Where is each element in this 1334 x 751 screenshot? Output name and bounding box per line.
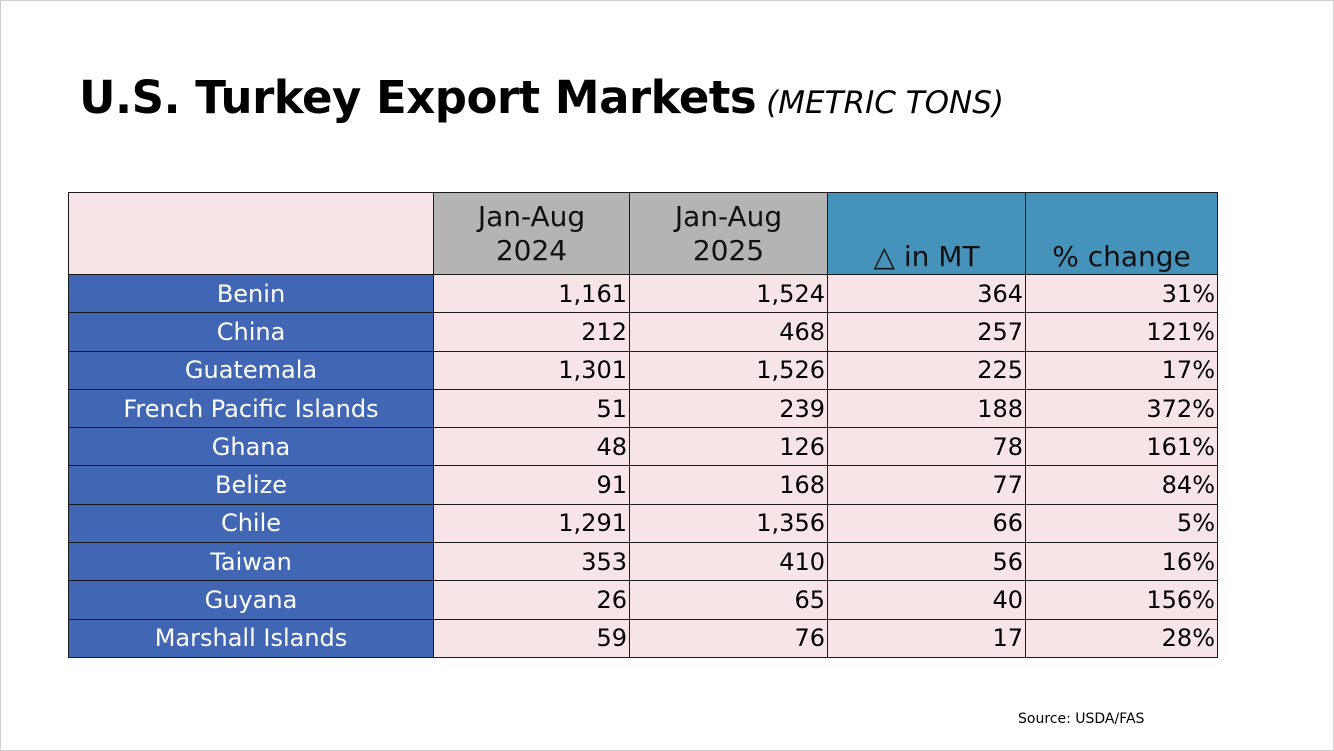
country-cell: Benin [68,273,434,314]
value-2024-cell: 91 [433,465,630,505]
value-2025-cell: 239 [629,388,828,429]
header-2025: Jan-Aug 2025 [629,192,828,275]
table-row: French Pacific Islands 51 239 188 372% [68,388,1218,429]
table-body: Benin 1,161 1,524 364 31% China 212 468 257 121% G… [68,273,1218,658]
value-2024-cell: 48 [433,427,630,467]
value-2025-cell: 468 [629,312,828,352]
header-2025-line2: 2025 [692,233,765,267]
value-2025-cell: 65 [629,580,828,620]
table-row: Marshall Islands 59 76 17 28% [68,618,1218,658]
value-2024-cell: 26 [433,580,630,620]
country-cell: Guyana [68,580,434,620]
page-title: U.S. Turkey Export Markets [79,71,757,124]
delta-cell: 66 [827,503,1026,544]
table-row: Benin 1,161 1,524 364 31% [68,273,1218,314]
pct-change-cell: 161% [1025,427,1218,467]
pct-change-cell: 17% [1025,350,1218,390]
country-cell: Belize [68,465,434,505]
table-row: China 212 468 257 121% [68,312,1218,352]
delta-cell: 364 [827,273,1026,314]
delta-cell: 225 [827,350,1026,390]
source-note: Source: USDA/FAS [1018,711,1145,727]
export-table: Jan-Aug 2024 Jan-Aug 2025 △ in MT % chan… [68,192,1218,658]
value-2025-cell: 1,526 [629,350,828,390]
table-row: Guyana 26 65 40 156% [68,580,1218,620]
header-2024-line1: Jan-Aug [477,199,586,233]
value-2024-cell: 59 [433,618,630,658]
country-cell: China [68,312,434,352]
table-row: Taiwan 353 410 56 16% [68,542,1218,582]
country-cell: Marshall Islands [68,618,434,658]
value-2024-cell: 1,291 [433,503,630,544]
header-blank-cell [68,192,434,275]
country-cell: Ghana [68,427,434,467]
value-2024-cell: 51 [433,388,630,429]
header-pct-change: % change [1025,192,1218,275]
pct-change-cell: 84% [1025,465,1218,505]
value-2025-cell: 76 [629,618,828,658]
header-2024-line2: 2024 [495,233,568,267]
value-2025-cell: 410 [629,542,828,582]
pct-change-cell: 5% [1025,503,1218,544]
table-row: Belize 91 168 77 84% [68,465,1218,505]
value-2025-cell: 1,356 [629,503,828,544]
header-2024: Jan-Aug 2024 [433,192,630,275]
value-2024-cell: 353 [433,542,630,582]
pct-change-cell: 16% [1025,542,1218,582]
header-delta: △ in MT [827,192,1026,275]
delta-cell: 40 [827,580,1026,620]
header-2025-line1: Jan-Aug [674,199,783,233]
delta-cell: 56 [827,542,1026,582]
pct-change-cell: 121% [1025,312,1218,352]
pct-change-cell: 31% [1025,273,1218,314]
country-cell: Guatemala [68,350,434,390]
country-cell: Chile [68,503,434,544]
pct-change-cell: 28% [1025,618,1218,658]
table-row: Guatemala 1,301 1,526 225 17% [68,350,1218,390]
delta-cell: 188 [827,388,1026,429]
delta-cell: 257 [827,312,1026,352]
pct-change-cell: 372% [1025,388,1218,429]
value-2024-cell: 1,301 [433,350,630,390]
value-2025-cell: 1,524 [629,273,828,314]
value-2025-cell: 168 [629,465,828,505]
delta-cell: 17 [827,618,1026,658]
table-row: Chile 1,291 1,356 66 5% [68,503,1218,544]
table-row: Ghana 48 126 78 161% [68,427,1218,467]
title-block: U.S. Turkey Export Markets (METRIC TONS) [79,71,1004,124]
value-2024-cell: 212 [433,312,630,352]
delta-cell: 78 [827,427,1026,467]
country-cell: Taiwan [68,542,434,582]
value-2025-cell: 126 [629,427,828,467]
delta-cell: 77 [827,465,1026,505]
value-2024-cell: 1,161 [433,273,630,314]
country-cell: French Pacific Islands [68,388,434,429]
header-row: Jan-Aug 2024 Jan-Aug 2025 △ in MT % chan… [68,192,1218,275]
page-subtitle: (METRIC TONS) [766,85,1005,121]
pct-change-cell: 156% [1025,580,1218,620]
